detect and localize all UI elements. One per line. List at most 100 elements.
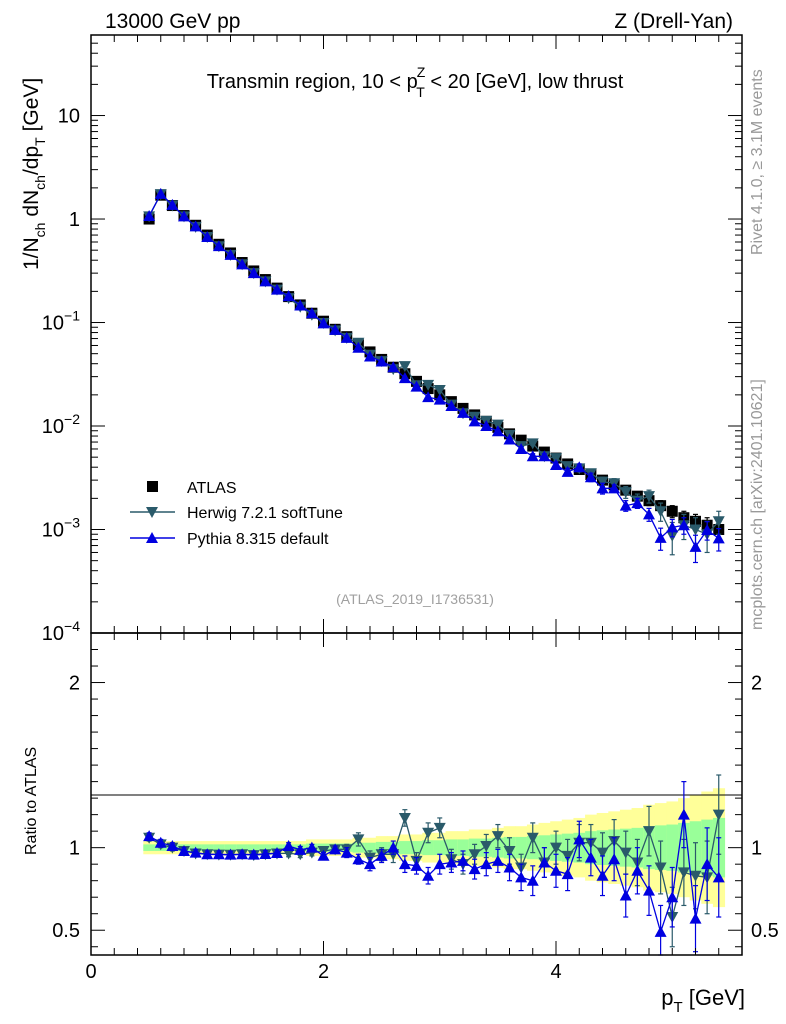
main-point-herwig xyxy=(526,438,539,450)
main-point-pythia xyxy=(317,317,330,329)
ratio-xlabel: pT [GeV] xyxy=(661,985,745,1016)
main-point-pythia xyxy=(166,198,179,210)
main-ytick-label-base: 1 xyxy=(69,209,80,231)
ratio-point-pythia xyxy=(445,856,458,868)
ratio-point-pythia xyxy=(654,925,667,937)
main-point-pythia xyxy=(236,258,249,270)
main-ytick-label-exp: −4 xyxy=(64,618,80,634)
main-point-herwig xyxy=(689,524,702,536)
main-point-pythia xyxy=(305,307,318,319)
ratio-point-pythia xyxy=(201,848,214,860)
main-title-post: < 20 [GeV], low thrust xyxy=(425,71,624,93)
ratio-point-herwig xyxy=(398,812,411,824)
main-title-sup: Z xyxy=(417,64,426,80)
rivet-watermark: Rivet 4.1.0, ≥ 3.1M events xyxy=(749,69,766,255)
main-point-pythia xyxy=(340,331,353,343)
main-point-atlas xyxy=(666,505,678,517)
ratio-point-pythia xyxy=(433,858,446,870)
ratio-point-herwig xyxy=(422,827,435,839)
ratio-point-pythia xyxy=(329,843,342,855)
legend-pythia-marker xyxy=(146,532,158,543)
main-point-herwig xyxy=(491,419,504,431)
main-point-pythia xyxy=(689,540,702,552)
ratio-point-pythia xyxy=(166,840,179,852)
ratio-band-inner xyxy=(352,842,365,853)
ratio-point-herwig xyxy=(468,849,481,861)
legend-herwig-marker xyxy=(146,507,158,518)
ratio-point-pythia xyxy=(503,861,516,873)
ratio-point-pythia xyxy=(294,843,307,855)
main-point-pythia xyxy=(654,531,667,543)
main-ytick-label-exp: −1 xyxy=(64,308,80,324)
ylabel-b: dN xyxy=(20,190,43,223)
main-point-pythia xyxy=(189,220,202,232)
main-point-pythia xyxy=(364,350,376,362)
main-point-pythia xyxy=(143,209,156,221)
ratio-point-pythia xyxy=(643,884,655,896)
main-ytick-label: 10−2 xyxy=(42,411,80,438)
ratio-point-pythia xyxy=(584,851,597,863)
main-point-pythia xyxy=(329,323,342,335)
ylabel-d: [GeV] xyxy=(20,78,43,138)
ratio-point-pythia xyxy=(247,848,260,860)
ratio-point-pythia xyxy=(608,853,621,865)
ratio-ytick-label: 2 xyxy=(69,673,80,695)
main-point-pythia xyxy=(608,482,621,494)
ratio-ytick-label: 1 xyxy=(69,838,80,860)
main-point-pythia xyxy=(526,450,539,462)
main-point-herwig xyxy=(596,476,609,488)
main-point-pythia xyxy=(201,231,214,243)
main-point-pythia xyxy=(503,433,516,445)
main-title-sub: T xyxy=(416,84,425,100)
main-ytick-label-base: 10 xyxy=(42,313,64,335)
ratio-point-pythia xyxy=(480,858,493,870)
legend-atlas-marker xyxy=(147,481,158,492)
main-point-pythia xyxy=(445,400,458,412)
main-point-pythia xyxy=(631,497,644,509)
ratio-point-herwig xyxy=(643,826,655,838)
main-point-herwig xyxy=(654,506,667,518)
main-point-herwig xyxy=(422,379,435,391)
ratio-point-herwig xyxy=(550,842,562,854)
main-point-pythia xyxy=(573,461,586,473)
main-point-herwig xyxy=(619,487,632,499)
main-ytick-label-base: 10 xyxy=(58,106,80,128)
ratio-point-pythia xyxy=(457,854,469,866)
xlabel-a: p xyxy=(661,985,673,1010)
ratio-ylabel: Ratio to ATLAS xyxy=(23,747,40,855)
main-point-pythia xyxy=(387,361,400,373)
main-marks xyxy=(143,187,725,564)
main-point-pythia xyxy=(701,523,714,535)
ratio-band-inner xyxy=(364,842,377,853)
main-point-pythia xyxy=(677,519,690,531)
ratio-point-pythia xyxy=(561,868,574,880)
ratio-point-pythia xyxy=(677,808,690,820)
legend-atlas-label: ATLAS xyxy=(187,480,237,497)
main-point-herwig xyxy=(398,361,411,373)
ratio-point-pythia xyxy=(422,869,435,881)
ratio-band-inner xyxy=(666,824,679,871)
ratio-ytick-label-right: 2 xyxy=(751,673,762,695)
ratio-point-pythia xyxy=(550,864,562,876)
main-point-pythia xyxy=(259,275,272,287)
main-ytick-label-base: 10 xyxy=(42,416,64,438)
ratio-point-pythia xyxy=(375,849,388,861)
ratio-point-pythia xyxy=(387,841,400,853)
main-point-pythia xyxy=(294,299,307,311)
main-ytick-label: 10 xyxy=(58,106,80,128)
main-point-pythia xyxy=(433,393,446,405)
ratio-point-herwig xyxy=(491,831,504,843)
ratio-point-herwig xyxy=(526,832,539,844)
main-ytick-label-base: 10 xyxy=(42,623,64,645)
xlabel-b: [GeV] xyxy=(683,985,745,1010)
main-point-pythia xyxy=(282,290,295,302)
ratio-point-pythia xyxy=(468,863,481,875)
main-point-pythia xyxy=(561,465,574,477)
ratio-point-herwig xyxy=(654,862,667,874)
main-ytick-label-base: 10 xyxy=(42,520,64,542)
ratio-point-pythia xyxy=(619,889,632,901)
main-ytick-label: 1 xyxy=(69,209,80,231)
ratio-band-inner xyxy=(433,840,447,856)
